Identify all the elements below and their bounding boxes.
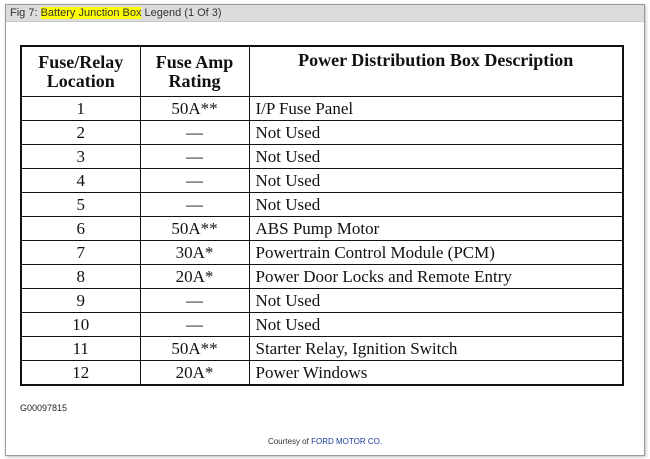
cell-location: 12 bbox=[20, 360, 141, 386]
cell-rating: — bbox=[139, 144, 250, 169]
cell-description: Not Used bbox=[248, 192, 624, 217]
table-row: 11 50A** Starter Relay, Ignition Switch bbox=[20, 336, 624, 361]
cell-location: 4 bbox=[20, 168, 141, 193]
table-row: 6 50A** ABS Pump Motor bbox=[20, 216, 624, 241]
cell-location: 2 bbox=[20, 120, 141, 145]
table-row: 9— Not Used bbox=[20, 288, 624, 313]
header-location: Fuse/Relay Location bbox=[20, 45, 141, 97]
cell-description: Starter Relay, Ignition Switch bbox=[248, 336, 624, 361]
cell-rating: — bbox=[139, 168, 250, 193]
cell-description: Powertrain Control Module (PCM) bbox=[248, 240, 624, 265]
cell-description: Power Windows bbox=[248, 360, 624, 386]
title-highlight: Battery Junction Box bbox=[40, 7, 142, 19]
table-row: 1 50A** I/P Fuse Panel bbox=[20, 96, 624, 121]
title-suffix: Legend (1 Of 3) bbox=[141, 7, 222, 19]
cell-rating: — bbox=[139, 288, 250, 313]
figure-code: G00097815 bbox=[20, 403, 68, 413]
figure-title: Fig 7: Battery Junction Box Legend (1 Of… bbox=[6, 5, 644, 22]
title-prefix: Fig 7: bbox=[10, 7, 41, 19]
fuse-legend-table: Fuse/Relay Location Fuse Amp Rating Powe… bbox=[20, 45, 624, 386]
cell-rating: 50A** bbox=[139, 336, 250, 361]
cell-description: Not Used bbox=[248, 120, 624, 145]
table-row: 5— Not Used bbox=[20, 192, 624, 217]
cell-description: I/P Fuse Panel bbox=[248, 96, 624, 121]
cell-location: 5 bbox=[20, 192, 141, 217]
table-row: 2— Not Used bbox=[20, 120, 624, 145]
cell-rating: 50A** bbox=[139, 96, 250, 121]
header-description: Power Distribution Box Description bbox=[248, 45, 624, 97]
table-row: 10— Not Used bbox=[20, 312, 624, 337]
cell-description: Not Used bbox=[248, 168, 624, 193]
cell-rating: 30A* bbox=[139, 240, 250, 265]
table-row: 7 30A* Powertrain Control Module (PCM) bbox=[20, 240, 624, 265]
figure-frame: Fig 7: Battery Junction Box Legend (1 Of… bbox=[5, 4, 645, 456]
cell-location: 8 bbox=[20, 264, 141, 289]
cell-description: Power Door Locks and Remote Entry bbox=[248, 264, 624, 289]
cell-location: 11 bbox=[20, 336, 141, 361]
cell-rating: 50A** bbox=[139, 216, 250, 241]
table-row: 12 20A* Power Windows bbox=[20, 360, 624, 386]
cell-rating: — bbox=[139, 192, 250, 217]
cell-location: 1 bbox=[20, 96, 141, 121]
cell-location: 9 bbox=[20, 288, 141, 313]
cell-rating: — bbox=[139, 312, 250, 337]
courtesy-prefix: Courtesy of bbox=[267, 437, 312, 446]
cell-rating: 20A* bbox=[139, 360, 250, 386]
courtesy-line: Courtesy of FORD MOTOR CO. bbox=[6, 437, 644, 446]
table-row: 8 20A* Power Door Locks and Remote Entry bbox=[20, 264, 624, 289]
cell-description: Not Used bbox=[248, 288, 624, 313]
header-rating: Fuse Amp Rating bbox=[139, 45, 250, 97]
cell-location: 3 bbox=[20, 144, 141, 169]
cell-location: 6 bbox=[20, 216, 141, 241]
cell-location: 7 bbox=[20, 240, 141, 265]
courtesy-brand: FORD MOTOR CO. bbox=[311, 437, 383, 446]
cell-location: 10 bbox=[20, 312, 141, 337]
table-row: 3— Not Used bbox=[20, 144, 624, 169]
cell-rating: — bbox=[139, 120, 250, 145]
cell-description: ABS Pump Motor bbox=[248, 216, 624, 241]
cell-rating: 20A* bbox=[139, 264, 250, 289]
header-row: Fuse/Relay Location Fuse Amp Rating Powe… bbox=[20, 45, 624, 97]
table-row: 4— Not Used bbox=[20, 168, 624, 193]
cell-description: Not Used bbox=[248, 312, 624, 337]
cell-description: Not Used bbox=[248, 144, 624, 169]
